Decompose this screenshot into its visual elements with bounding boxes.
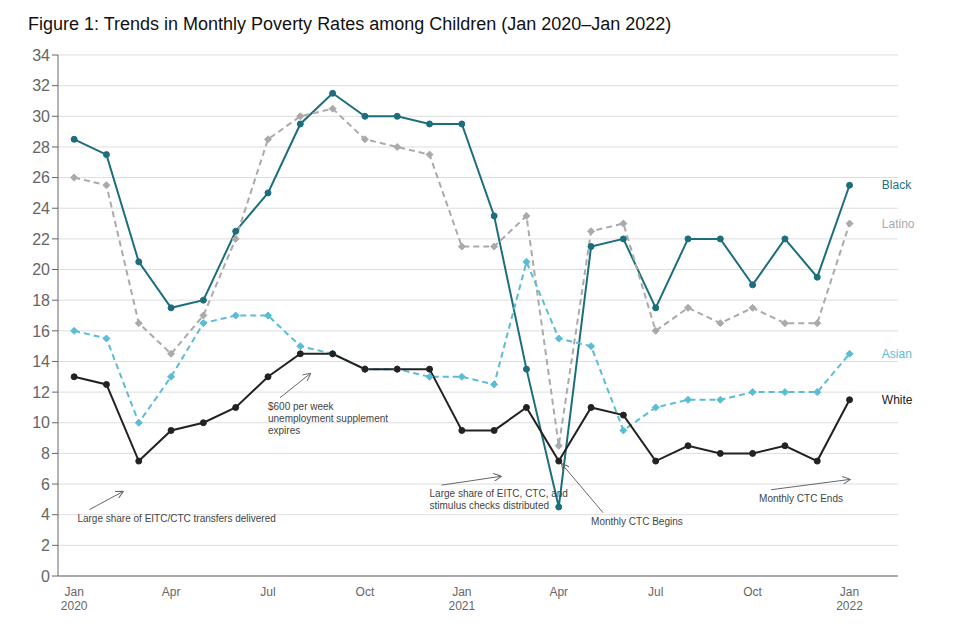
svg-text:10: 10 [32,414,50,431]
svg-text:6: 6 [41,476,50,493]
html-text:Figure 1: Trends in Monthly Po: Figure 1: Trends in Monthly Poverty Rate… [28,14,672,34]
svg-text:Apr: Apr [162,585,181,599]
svg-text:26: 26 [32,169,50,186]
svg-text:20: 20 [32,261,50,278]
svg-text:$600 per weekunemployment supp: $600 per weekunemployment supplementexpi… [268,401,388,436]
svg-text:32: 32 [32,77,50,94]
svg-text:Monthly CTC Begins: Monthly CTC Begins [591,516,683,527]
svg-text:4: 4 [41,506,50,523]
svg-text:White: White [882,393,913,407]
svg-text:Asian: Asian [882,347,912,361]
svg-text:8: 8 [41,445,50,462]
svg-text:30: 30 [32,108,50,125]
svg-text:Large share of EITC, CTC, ands: Large share of EITC, CTC, andstimulus ch… [430,488,568,511]
svg-text:Jan2021: Jan2021 [448,585,475,613]
svg-text:Jul: Jul [648,585,663,599]
svg-text:Jan2022: Jan2022 [836,585,863,613]
svg-text:12: 12 [32,384,50,401]
svg-text:Black: Black [882,178,912,192]
svg-text:Latino: Latino [882,217,915,231]
svg-text:Apr: Apr [549,585,568,599]
svg-text:Monthly CTC Ends: Monthly CTC Ends [759,493,843,504]
svg-text:34: 34 [32,47,50,64]
svg-text:Oct: Oct [743,585,762,599]
svg-text:24: 24 [32,200,50,217]
svg-text:2: 2 [41,537,50,554]
svg-text:22: 22 [32,231,50,248]
svg-text:Oct: Oct [356,585,375,599]
svg-text:Jul: Jul [260,585,275,599]
svg-text:18: 18 [32,292,50,309]
svg-text:0: 0 [41,568,50,585]
svg-text:28: 28 [32,139,50,156]
svg-text:16: 16 [32,323,50,340]
svg-text:Large share of EITC/CTC transf: Large share of EITC/CTC transfers delive… [77,513,275,524]
svg-text:14: 14 [32,353,50,370]
svg-text:Jan2020: Jan2020 [61,585,88,613]
